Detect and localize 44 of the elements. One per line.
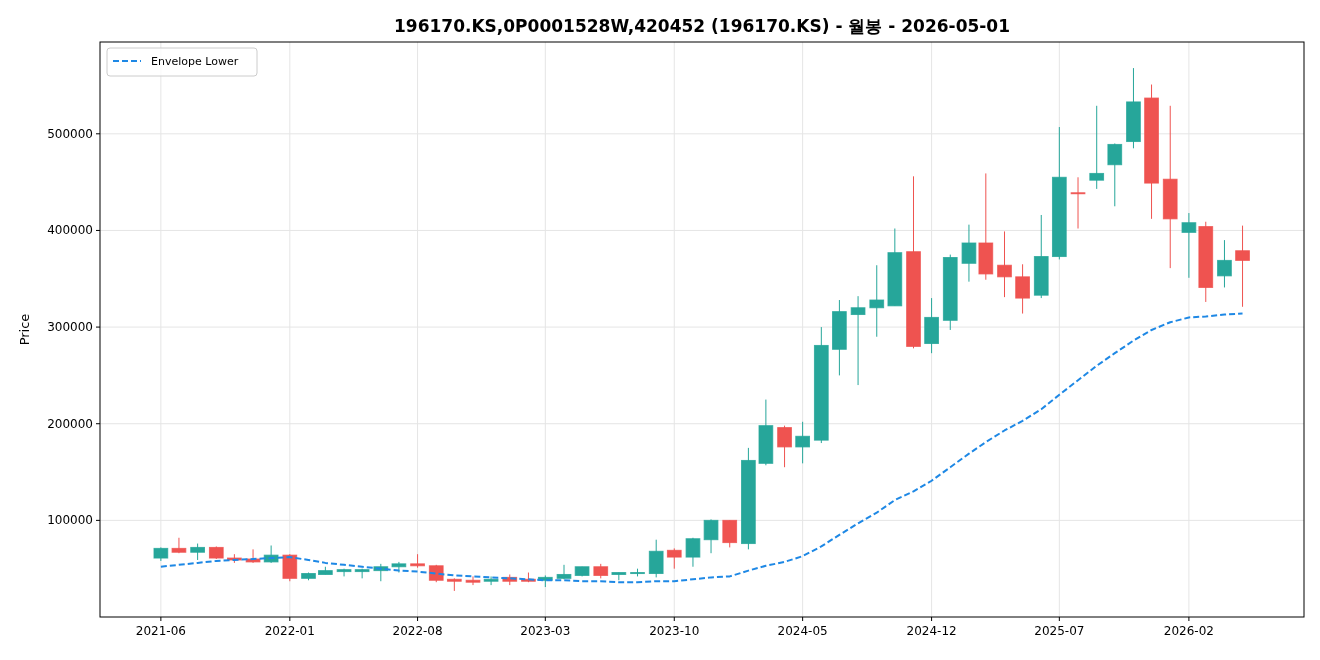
candlestick [336, 568, 352, 577]
candlestick [1235, 225, 1250, 308]
chart-title: 196170.KS,0P0001528W,420452 (196170.KS) - 월봉 - 2026-05-01 [393, 16, 1011, 36]
candlestick [685, 537, 701, 568]
candlestick [483, 575, 499, 586]
candlestick [777, 425, 792, 468]
candlestick [1015, 263, 1030, 315]
x-tick-label: 2021-06 [135, 624, 186, 638]
candlestick [961, 224, 977, 283]
candlestick [795, 421, 811, 464]
candlestick [171, 537, 187, 554]
candlestick [1181, 212, 1197, 279]
x-tick-label: 2024-12 [906, 624, 957, 638]
x-tick-label: 2023-10 [649, 624, 700, 638]
y-tick-label: 100000 [47, 513, 93, 528]
candlestick [997, 230, 1012, 298]
line-series [159, 312, 1244, 584]
x-tick-label: 2026-02 [1163, 624, 1214, 638]
x-tick-label: 2022-08 [392, 624, 443, 638]
legend-label: Envelope Lower [151, 55, 239, 68]
y-tick-label: 200000 [47, 416, 93, 431]
y-tick-label: 500000 [47, 126, 93, 141]
candlestick [354, 568, 370, 579]
y-axis-title: Price [17, 313, 32, 346]
candlestick [465, 575, 481, 586]
candlestick [703, 518, 719, 554]
candlestick [1070, 176, 1086, 230]
x-tick-label: 2025-07 [1034, 624, 1085, 638]
candlestick [722, 519, 738, 548]
candlestick [850, 295, 866, 386]
candlestick [1107, 142, 1123, 207]
y-tick-label: 300000 [47, 320, 93, 335]
candlestick [1217, 239, 1232, 288]
x-tick-label: 2023-03 [520, 624, 571, 638]
candlestick [869, 264, 885, 338]
x-tick-label: 2022-01 [264, 624, 315, 638]
candlestick [391, 561, 407, 574]
candlestick [556, 564, 572, 580]
candlestick [648, 539, 664, 578]
candlestick [666, 547, 682, 570]
candlestick [282, 553, 298, 582]
candlestick [1089, 105, 1105, 190]
x-tick-label: 2024-05 [777, 624, 828, 638]
y-tick-label: 400000 [47, 223, 93, 238]
